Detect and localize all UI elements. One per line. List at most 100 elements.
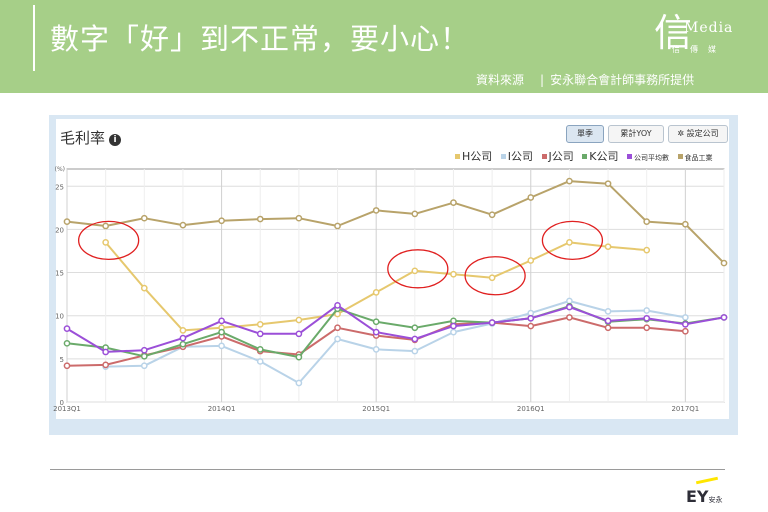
data-point bbox=[604, 317, 612, 325]
data-point bbox=[682, 320, 689, 328]
y-tick-label: 5 bbox=[60, 356, 64, 364]
y-tick-label: 15 bbox=[55, 270, 64, 278]
data-point bbox=[334, 301, 341, 309]
data-point bbox=[604, 180, 612, 188]
ey-logo: EY安永 bbox=[686, 476, 723, 506]
data-point bbox=[334, 324, 341, 332]
x-tick-label: 2013Q1 bbox=[53, 405, 81, 413]
data-point bbox=[63, 325, 71, 332]
logo-word: Media bbox=[684, 20, 734, 36]
x-tick-label: 2014Q1 bbox=[208, 405, 236, 413]
data-point bbox=[102, 348, 109, 356]
chart-title: 毛利率 i bbox=[60, 127, 122, 148]
header-banner: 數字「好」到不正常，要小心！ 資料來源 | 安永聯合會計師事務所提供 信 Media… bbox=[0, 0, 768, 93]
legend-item[interactable]: H公司 bbox=[455, 148, 492, 164]
highlight-circle bbox=[387, 249, 449, 289]
data-point bbox=[488, 319, 496, 326]
data-point bbox=[295, 330, 303, 338]
data-point bbox=[527, 322, 535, 330]
data-point bbox=[527, 194, 535, 201]
data-point bbox=[411, 267, 419, 275]
data-point bbox=[218, 328, 225, 336]
data-point bbox=[295, 316, 303, 324]
data-point bbox=[256, 346, 264, 353]
info-icon[interactable]: i bbox=[109, 134, 122, 146]
cumulative-yoy-button[interactable]: 累計YOY bbox=[608, 125, 664, 143]
legend-item[interactable]: 食品工業 bbox=[677, 153, 713, 163]
data-point bbox=[63, 362, 71, 370]
chart-legend: H公司 I公司 J公司 K公司 公司平均數 食品工業 bbox=[455, 148, 718, 164]
data-point bbox=[682, 327, 689, 335]
legend-item[interactable]: 公司平均數 bbox=[627, 153, 669, 163]
data-point bbox=[179, 221, 187, 229]
series-line bbox=[66, 304, 725, 353]
footer-divider bbox=[50, 469, 725, 470]
page-title: 數字「好」到不正常，要小心！ bbox=[50, 22, 471, 56]
data-point bbox=[566, 177, 573, 185]
legend-label: H公司 bbox=[462, 150, 493, 163]
legend-item[interactable]: K公司 bbox=[582, 148, 619, 164]
data-point bbox=[604, 243, 612, 251]
data-point bbox=[140, 214, 148, 222]
legend-swatch bbox=[541, 154, 547, 159]
chart-title-text: 毛利率 bbox=[60, 129, 106, 147]
legend-item[interactable]: I公司 bbox=[500, 148, 534, 164]
data-point bbox=[256, 320, 264, 328]
data-point bbox=[450, 199, 457, 207]
data-point bbox=[256, 358, 264, 365]
set-company-label: 設定公司 bbox=[686, 129, 719, 138]
source-value: 安永聯合會計師事務所提供 bbox=[550, 73, 695, 87]
data-point bbox=[604, 324, 612, 332]
data-point bbox=[334, 222, 341, 230]
data-point bbox=[140, 346, 148, 354]
data-point bbox=[372, 207, 380, 214]
data-point bbox=[218, 317, 225, 325]
data-point bbox=[334, 335, 341, 343]
data-point bbox=[372, 346, 380, 353]
data-point bbox=[372, 318, 380, 326]
data-point bbox=[256, 330, 264, 338]
data-point bbox=[450, 317, 457, 325]
data-point bbox=[295, 214, 303, 222]
legend-label: I公司 bbox=[507, 150, 534, 163]
data-point bbox=[102, 361, 109, 369]
data-point bbox=[450, 328, 457, 336]
data-point bbox=[140, 362, 148, 370]
legend-label: K公司 bbox=[589, 150, 619, 163]
data-point bbox=[643, 307, 651, 314]
data-point bbox=[488, 274, 496, 282]
quarterly-button[interactable]: 單季 bbox=[566, 125, 604, 143]
data-point bbox=[295, 353, 303, 361]
y-tick-label: 20 bbox=[55, 226, 64, 234]
x-tick-label: 2015Q1 bbox=[362, 405, 390, 413]
data-point bbox=[102, 239, 109, 246]
data-point bbox=[643, 314, 651, 322]
data-point bbox=[682, 220, 689, 228]
data-point bbox=[179, 340, 187, 348]
data-point bbox=[643, 218, 651, 225]
cmedia-logo: 信 Media 信傳媒 bbox=[654, 6, 754, 56]
logo-mark: 信 bbox=[654, 11, 693, 55]
data-point bbox=[411, 210, 419, 218]
data-point bbox=[527, 257, 535, 264]
legend-label: J公司 bbox=[548, 150, 574, 163]
plot-frame bbox=[66, 168, 725, 403]
source-label: 資料來源 bbox=[476, 73, 525, 87]
data-point bbox=[102, 222, 109, 230]
data-point bbox=[682, 314, 689, 321]
data-point bbox=[720, 259, 728, 267]
data-point bbox=[256, 215, 264, 223]
ey-brand-cn: 安永 bbox=[708, 496, 723, 504]
data-point bbox=[411, 324, 419, 332]
legend-item[interactable]: J公司 bbox=[541, 148, 574, 164]
data-point bbox=[411, 335, 419, 343]
data-point bbox=[450, 322, 457, 330]
data-point bbox=[566, 314, 573, 321]
source-line: 資料來源 | 安永聯合會計師事務所提供 bbox=[476, 71, 694, 88]
set-company-button[interactable]: ✲ 設定公司 bbox=[668, 125, 728, 143]
data-point bbox=[604, 308, 612, 315]
legend-swatch bbox=[677, 154, 683, 159]
data-point bbox=[218, 217, 225, 225]
grid-layer: 0 5 10 15 20 25 (%) 2013Q1 2014Q1 2015Q1 2016Q1 201… bbox=[53, 166, 725, 413]
data-point bbox=[140, 284, 148, 292]
